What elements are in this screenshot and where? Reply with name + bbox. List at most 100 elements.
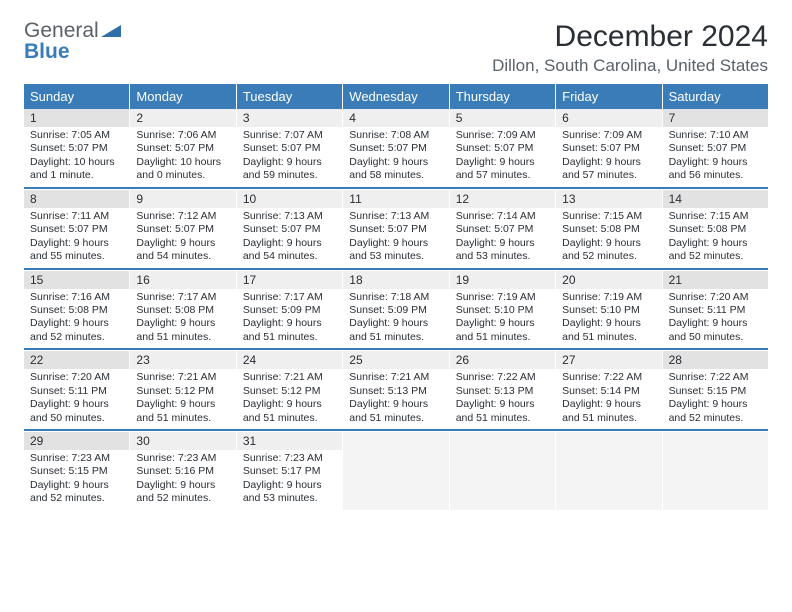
sunrise-line: Sunrise: 7:17 AM xyxy=(136,291,229,304)
day-content: Sunrise: 7:15 AMSunset: 5:08 PMDaylight:… xyxy=(556,208,661,268)
day-content: Sunrise: 7:09 AMSunset: 5:07 PMDaylight:… xyxy=(556,127,661,187)
empty-cell xyxy=(663,432,768,510)
sunrise-line: Sunrise: 7:05 AM xyxy=(30,129,123,142)
sunset-line: Sunset: 5:15 PM xyxy=(30,465,123,478)
day-content: Sunrise: 7:20 AMSunset: 5:11 PMDaylight:… xyxy=(24,369,129,429)
daylight-line: Daylight: 9 hours and 53 minutes. xyxy=(349,237,442,264)
sunrise-line: Sunrise: 7:17 AM xyxy=(243,291,336,304)
sunrise-line: Sunrise: 7:19 AM xyxy=(456,291,549,304)
daylight-line: Daylight: 9 hours and 51 minutes. xyxy=(562,398,655,425)
sunrise-line: Sunrise: 7:22 AM xyxy=(669,371,762,384)
daylight-line: Daylight: 9 hours and 59 minutes. xyxy=(243,156,336,183)
day-content: Sunrise: 7:18 AMSunset: 5:09 PMDaylight:… xyxy=(343,289,448,349)
daylight-line: Daylight: 9 hours and 58 minutes. xyxy=(349,156,442,183)
sunrise-line: Sunrise: 7:09 AM xyxy=(562,129,655,142)
sunset-line: Sunset: 5:12 PM xyxy=(243,385,336,398)
sunrise-line: Sunrise: 7:22 AM xyxy=(562,371,655,384)
day-number: 22 xyxy=(24,351,129,369)
sunset-line: Sunset: 5:07 PM xyxy=(243,142,336,155)
month-title: December 2024 xyxy=(492,20,768,54)
sunrise-line: Sunrise: 7:07 AM xyxy=(243,129,336,142)
day-number: 7 xyxy=(663,109,768,127)
day-content: Sunrise: 7:22 AMSunset: 5:15 PMDaylight:… xyxy=(663,369,768,429)
day-number: 3 xyxy=(237,109,342,127)
sunrise-line: Sunrise: 7:21 AM xyxy=(243,371,336,384)
daylight-line: Daylight: 9 hours and 51 minutes. xyxy=(456,398,549,425)
daylight-line: Daylight: 9 hours and 57 minutes. xyxy=(562,156,655,183)
sunrise-line: Sunrise: 7:12 AM xyxy=(136,210,229,223)
day-header-tuesday: Tuesday xyxy=(237,84,342,109)
day-header-friday: Friday xyxy=(556,84,661,109)
day-number: 19 xyxy=(450,271,555,289)
day-content: Sunrise: 7:19 AMSunset: 5:10 PMDaylight:… xyxy=(556,289,661,349)
day-content: Sunrise: 7:12 AMSunset: 5:07 PMDaylight:… xyxy=(130,208,235,268)
weeks: 1Sunrise: 7:05 AMSunset: 5:07 PMDaylight… xyxy=(24,109,768,510)
week-row: 22Sunrise: 7:20 AMSunset: 5:11 PMDayligh… xyxy=(24,351,768,431)
day-content: Sunrise: 7:22 AMSunset: 5:14 PMDaylight:… xyxy=(556,369,661,429)
sunrise-line: Sunrise: 7:13 AM xyxy=(349,210,442,223)
sunset-line: Sunset: 5:15 PM xyxy=(669,385,762,398)
day-content: Sunrise: 7:23 AMSunset: 5:17 PMDaylight:… xyxy=(237,450,342,510)
day-number: 9 xyxy=(130,190,235,208)
sunset-line: Sunset: 5:07 PM xyxy=(349,223,442,236)
day-number: 26 xyxy=(450,351,555,369)
day-content: Sunrise: 7:21 AMSunset: 5:12 PMDaylight:… xyxy=(130,369,235,429)
logo-line1: General xyxy=(24,20,121,41)
day-number: 31 xyxy=(237,432,342,450)
daylight-line: Daylight: 9 hours and 54 minutes. xyxy=(243,237,336,264)
week-row: 15Sunrise: 7:16 AMSunset: 5:08 PMDayligh… xyxy=(24,271,768,351)
sunrise-line: Sunrise: 7:14 AM xyxy=(456,210,549,223)
day-number: 4 xyxy=(343,109,448,127)
sunset-line: Sunset: 5:14 PM xyxy=(562,385,655,398)
sunset-line: Sunset: 5:08 PM xyxy=(669,223,762,236)
day-number: 20 xyxy=(556,271,661,289)
day-cell: 18Sunrise: 7:18 AMSunset: 5:09 PMDayligh… xyxy=(343,271,448,349)
day-cell: 2Sunrise: 7:06 AMSunset: 5:07 PMDaylight… xyxy=(130,109,235,187)
daylight-line: Daylight: 9 hours and 54 minutes. xyxy=(136,237,229,264)
week-row: 1Sunrise: 7:05 AMSunset: 5:07 PMDaylight… xyxy=(24,109,768,189)
day-content: Sunrise: 7:05 AMSunset: 5:07 PMDaylight:… xyxy=(24,127,129,187)
daylight-line: Daylight: 9 hours and 51 minutes. xyxy=(456,317,549,344)
sunrise-line: Sunrise: 7:09 AM xyxy=(456,129,549,142)
day-cell: 11Sunrise: 7:13 AMSunset: 5:07 PMDayligh… xyxy=(343,190,448,268)
sunset-line: Sunset: 5:07 PM xyxy=(562,142,655,155)
day-cell: 5Sunrise: 7:09 AMSunset: 5:07 PMDaylight… xyxy=(450,109,555,187)
sunset-line: Sunset: 5:13 PM xyxy=(349,385,442,398)
day-number: 29 xyxy=(24,432,129,450)
day-number: 25 xyxy=(343,351,448,369)
day-cell: 8Sunrise: 7:11 AMSunset: 5:07 PMDaylight… xyxy=(24,190,129,268)
day-number: 10 xyxy=(237,190,342,208)
day-content: Sunrise: 7:15 AMSunset: 5:08 PMDaylight:… xyxy=(663,208,768,268)
day-content: Sunrise: 7:17 AMSunset: 5:08 PMDaylight:… xyxy=(130,289,235,349)
day-content: Sunrise: 7:08 AMSunset: 5:07 PMDaylight:… xyxy=(343,127,448,187)
sunrise-line: Sunrise: 7:22 AM xyxy=(456,371,549,384)
sunrise-line: Sunrise: 7:11 AM xyxy=(30,210,123,223)
sunrise-line: Sunrise: 7:23 AM xyxy=(30,452,123,465)
day-cell: 19Sunrise: 7:19 AMSunset: 5:10 PMDayligh… xyxy=(450,271,555,349)
day-content: Sunrise: 7:06 AMSunset: 5:07 PMDaylight:… xyxy=(130,127,235,187)
empty-cell xyxy=(343,432,448,510)
day-header-sunday: Sunday xyxy=(24,84,129,109)
day-number: 8 xyxy=(24,190,129,208)
day-content: Sunrise: 7:19 AMSunset: 5:10 PMDaylight:… xyxy=(450,289,555,349)
sunset-line: Sunset: 5:07 PM xyxy=(243,223,336,236)
day-content: Sunrise: 7:21 AMSunset: 5:13 PMDaylight:… xyxy=(343,369,448,429)
day-number: 27 xyxy=(556,351,661,369)
sunset-line: Sunset: 5:07 PM xyxy=(456,223,549,236)
daylight-line: Daylight: 9 hours and 50 minutes. xyxy=(30,398,123,425)
day-number: 23 xyxy=(130,351,235,369)
day-cell: 3 Sunrise: 7:07 AMSunset: 5:07 PMDaylight… xyxy=(237,109,342,187)
sunrise-line: Sunrise: 7:20 AM xyxy=(669,291,762,304)
daylight-line: Daylight: 9 hours and 53 minutes. xyxy=(456,237,549,264)
day-number: 30 xyxy=(130,432,235,450)
daylight-line: Daylight: 9 hours and 52 minutes. xyxy=(562,237,655,264)
day-number: 15 xyxy=(24,271,129,289)
day-cell: 17Sunrise: 7:17 AMSunset: 5:09 PMDayligh… xyxy=(237,271,342,349)
sunset-line: Sunset: 5:08 PM xyxy=(30,304,123,317)
sunset-line: Sunset: 5:09 PM xyxy=(349,304,442,317)
sunset-line: Sunset: 5:08 PM xyxy=(136,304,229,317)
sunset-line: Sunset: 5:12 PM xyxy=(136,385,229,398)
day-content: Sunrise: 7:11 AMSunset: 5:07 PMDaylight:… xyxy=(24,208,129,268)
sunset-line: Sunset: 5:07 PM xyxy=(30,142,123,155)
day-cell: 4Sunrise: 7:08 AMSunset: 5:07 PMDaylight… xyxy=(343,109,448,187)
